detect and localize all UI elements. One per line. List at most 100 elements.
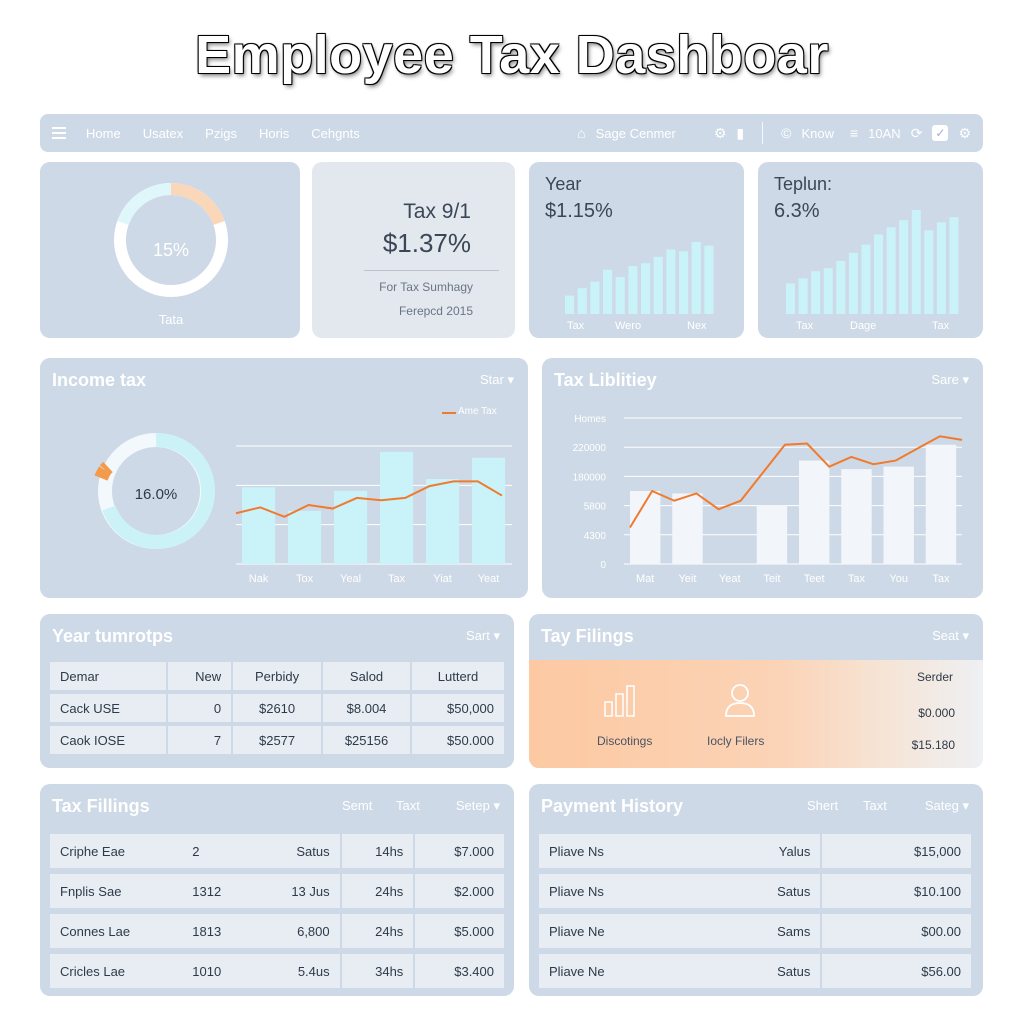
table-cell: Pliave Ne [539, 914, 705, 948]
nav-usatex[interactable]: Usatex [142, 125, 184, 141]
refresh-icon[interactable]: ⟳ [910, 124, 923, 141]
col-header: Lutterd [410, 662, 504, 690]
teplun-mini-bar-chart [786, 210, 959, 314]
table-cell: Yalus [704, 834, 821, 868]
table-cell: $2610 [231, 694, 322, 722]
table-row[interactable]: Pliave Ns Yalus $15,000 [539, 834, 971, 868]
income-bar [288, 510, 322, 564]
liability-bar [756, 505, 788, 564]
col-header: New [165, 662, 232, 690]
summary-donut-value: 15% [152, 240, 190, 260]
table-cell: 24hs [339, 914, 414, 948]
table-cell: 2 [182, 834, 255, 868]
nav-pzigs[interactable]: Pzigs [205, 125, 237, 141]
year-bar [577, 288, 587, 314]
teplun-bar [811, 271, 821, 314]
liability-bar [672, 493, 703, 564]
x-tick-label: Yeat [478, 573, 500, 585]
year-table: Demar New Perbidy Salod Lutterd Cack USE… [50, 658, 504, 758]
teplun-bar [823, 268, 833, 314]
income-bar [426, 479, 460, 564]
sateg-dropdown[interactable]: Sateg [925, 798, 969, 814]
year-bar [666, 249, 676, 314]
table-row[interactable]: Caok IOSE 7 $2577 $25156 $50.000 [50, 726, 504, 754]
shert-control[interactable]: Shert [807, 798, 839, 813]
discotings-label[interactable]: Discotings [597, 734, 653, 748]
table-cell: $8.004 [321, 694, 411, 722]
x-tick-label: Tax [848, 573, 866, 585]
x-tick-label: Mat [636, 573, 654, 585]
income-tax-sort-dropdown[interactable]: Star [480, 372, 514, 388]
table-cell: 6,800 [254, 914, 340, 948]
y-tick-label: Homes [574, 414, 606, 425]
know-link[interactable]: Know [801, 125, 834, 141]
nav-cehgnts[interactable]: Cehgnts [311, 125, 360, 141]
nav-links: Home Usatex Pzigs Horis Cehgnts [86, 126, 360, 141]
stats-icon[interactable]: ▮ [736, 124, 745, 141]
x-tick-label: Teet [804, 573, 825, 585]
teplun-tick-2: Tax [932, 320, 950, 332]
x-tick-label: Yeat [719, 573, 741, 585]
year-bar [603, 269, 613, 314]
summary-donut-chart [114, 183, 228, 297]
x-tick-label: Yeal [340, 573, 361, 585]
table-row[interactable]: Pliave Ne Satus $56.00 [539, 954, 971, 988]
bar-chart-icon[interactable] [603, 682, 643, 718]
table-row[interactable]: Cack USE 0 $2610 $8.004 $50,000 [50, 694, 504, 722]
filter-icon[interactable]: ≡ [850, 125, 859, 141]
divider [762, 122, 764, 144]
liability-bar [883, 466, 914, 564]
income-tax-title: Income tax [52, 370, 147, 390]
topbar-right: ⌂ Sage Cenmer ⚙ ▮ © Know ≡ 10AN ⟳ ✓ ⚙ [577, 122, 971, 144]
legend-swatch [442, 412, 456, 414]
table-row[interactable]: Fnplis Sae 1312 13 Jus 24hs $2.000 [50, 874, 504, 908]
tax-summary-card: Tax 9/1 $1.37% For Tax Sumhagy Ferepcd 2… [312, 162, 515, 338]
x-tick-label: Yiat [433, 573, 452, 585]
user-settings-icon[interactable]: ⚙ [713, 124, 727, 141]
year-tick-0: Tax [567, 320, 585, 332]
taxt-control[interactable]: Taxt [396, 798, 420, 813]
hamburger-menu-icon[interactable] [52, 127, 66, 139]
table-cell: Caok IOSE [50, 726, 166, 754]
copyright-icon: © [781, 125, 792, 141]
income-bar [242, 487, 276, 564]
table-row[interactable]: Criphe Eae 2 Satus 14hs $7.000 [50, 834, 504, 868]
tay-filings-sort-dropdown[interactable]: Seat [932, 628, 969, 644]
donut-slice-main [102, 432, 216, 549]
table-row[interactable]: Pliave Ns Satus $10.100 [539, 874, 971, 908]
sage-center-link[interactable]: Sage Cenmer [595, 125, 676, 141]
year-bar [679, 251, 689, 314]
tay-filings-title: Tay Filings [541, 626, 634, 646]
taxt-control[interactable]: Taxt [863, 798, 887, 813]
year-card: Year $1.15% Tax Wero Nex [529, 162, 744, 338]
table-cell: $3.400 [413, 954, 504, 988]
setep-dropdown[interactable]: Setep [456, 798, 500, 814]
check-icon[interactable]: ✓ [932, 125, 949, 141]
table-cell: $50.000 [410, 726, 504, 754]
gear-icon[interactable]: ⚙ [958, 124, 971, 141]
tax-summary-line1: For Tax Sumhagy [379, 280, 473, 294]
year-table-sort-dropdown[interactable]: Sart [466, 628, 500, 644]
tay-filings-panel: Tay Filings Seat Discotings Iocly Filers… [529, 614, 983, 768]
table-row[interactable]: Connes Lae 1813 6,800 24hs $5.000 [50, 914, 504, 948]
iocly-filers-label[interactable]: Iocly Filers [707, 734, 765, 748]
user-icon[interactable] [723, 682, 757, 718]
year-bar [615, 277, 625, 314]
col-header: Salod [321, 662, 411, 690]
table-header-row: Demar New Perbidy Salod Lutterd [50, 662, 504, 690]
nav-horis[interactable]: Horis [258, 125, 290, 141]
teplun-bar [798, 278, 808, 314]
semt-control[interactable]: Semt [342, 798, 373, 813]
table-cell: $10.100 [820, 874, 971, 908]
table-row[interactable]: Pliave Ne Sams $00.00 [539, 914, 971, 948]
table-row[interactable]: Cricles Lae 1010 5.4us 34hs $3.400 [50, 954, 504, 988]
x-tick-label: You [889, 573, 908, 585]
nav-home[interactable]: Home [86, 125, 121, 141]
tax-liability-sort-dropdown[interactable]: Sare [931, 372, 969, 388]
payment-history-title: Payment History [541, 796, 684, 816]
x-tick-label: Yeit [678, 573, 696, 585]
teplun-bar [874, 234, 884, 314]
summary-donut-caption: Tata [158, 312, 184, 327]
table-cell: $2.000 [413, 874, 504, 908]
table-cell: $5.000 [413, 914, 504, 948]
